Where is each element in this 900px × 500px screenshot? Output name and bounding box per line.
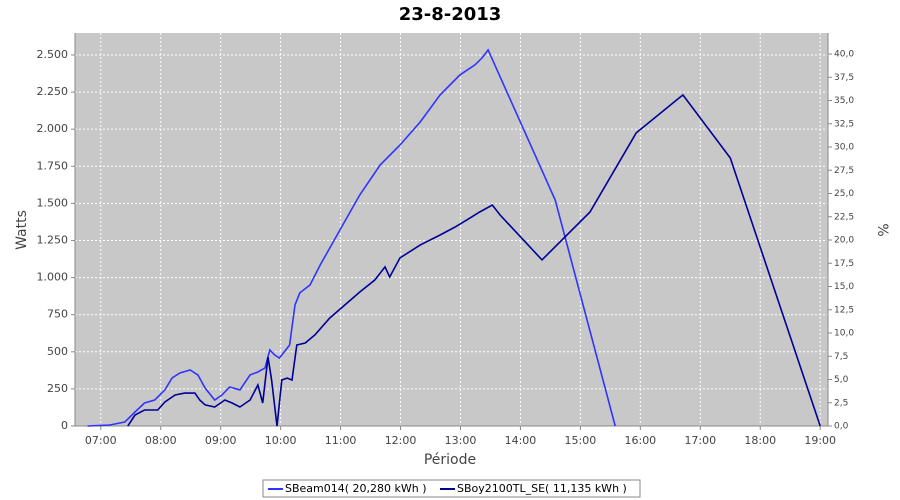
y-tick-label: 750 (47, 308, 68, 321)
y2-tick-label: 5,0 (834, 375, 849, 385)
x-tick-label: 15:00 (565, 434, 597, 447)
y2-tick-label: 20,0 (834, 236, 854, 246)
x-tick-label: 10:00 (265, 434, 297, 447)
legend-label: SBeam014( 20,280 kWh ) (285, 482, 427, 495)
x-tick-label: 12:00 (385, 434, 417, 447)
y2-tick-label: 40,0 (834, 50, 854, 60)
y2-tick-label: 15,0 (834, 282, 854, 292)
y2-tick-label: 35,0 (834, 96, 854, 106)
y2-tick-label: 17,5 (834, 259, 854, 269)
x-axis-label: Période (424, 452, 476, 468)
y-tick-label: 0 (61, 419, 68, 432)
y2-tick-label: 22,5 (834, 212, 854, 222)
y2-tick-label: 37,5 (834, 73, 854, 83)
y2-axis-label: % (874, 223, 890, 236)
x-tick-label: 17:00 (684, 434, 716, 447)
series-line (127, 93, 821, 427)
chart-title: 23-8-2013 (399, 4, 502, 25)
series-line (87, 48, 616, 427)
y2-tick-label: 25,0 (834, 189, 854, 199)
x-tick-label: 09:00 (205, 434, 237, 447)
x-tick-label: 16:00 (624, 434, 656, 447)
y-tick-label: 2.500 (37, 48, 69, 61)
y2-tick-label: 32,5 (834, 119, 854, 129)
y2-tick-label: 27,5 (834, 166, 854, 176)
y-tick-label: 2.250 (37, 85, 69, 98)
y-tick-label: 1.000 (37, 271, 69, 284)
y-axis-label: Watts (14, 210, 30, 250)
y-tick-label: 1.250 (37, 233, 69, 246)
y2-tick-label: 0,0 (834, 422, 849, 432)
y2-tick-label: 7,5 (834, 352, 848, 362)
legend-label: SBoy2100TL_SE( 11,135 kWh ) (457, 482, 627, 495)
y-tick-label: 2.000 (37, 122, 69, 135)
y2-tick-label: 30,0 (834, 143, 854, 153)
y-tick-label: 1.500 (37, 196, 69, 209)
y2-tick-label: 12,5 (834, 305, 854, 315)
x-tick-label: 13:00 (445, 434, 477, 447)
x-tick-label: 07:00 (85, 434, 117, 447)
y2-tick-label: 10,0 (834, 329, 854, 339)
x-tick-label: 18:00 (744, 434, 776, 447)
x-tick-label: 08:00 (145, 434, 177, 447)
y-tick-label: 1.750 (37, 159, 69, 172)
x-tick-label: 14:00 (505, 434, 537, 447)
x-tick-label: 19:00 (804, 434, 836, 447)
y-tick-label: 500 (47, 345, 68, 358)
y2-tick-label: 2,5 (834, 398, 848, 408)
x-tick-label: 11:00 (325, 434, 357, 447)
y-tick-label: 250 (47, 382, 68, 395)
